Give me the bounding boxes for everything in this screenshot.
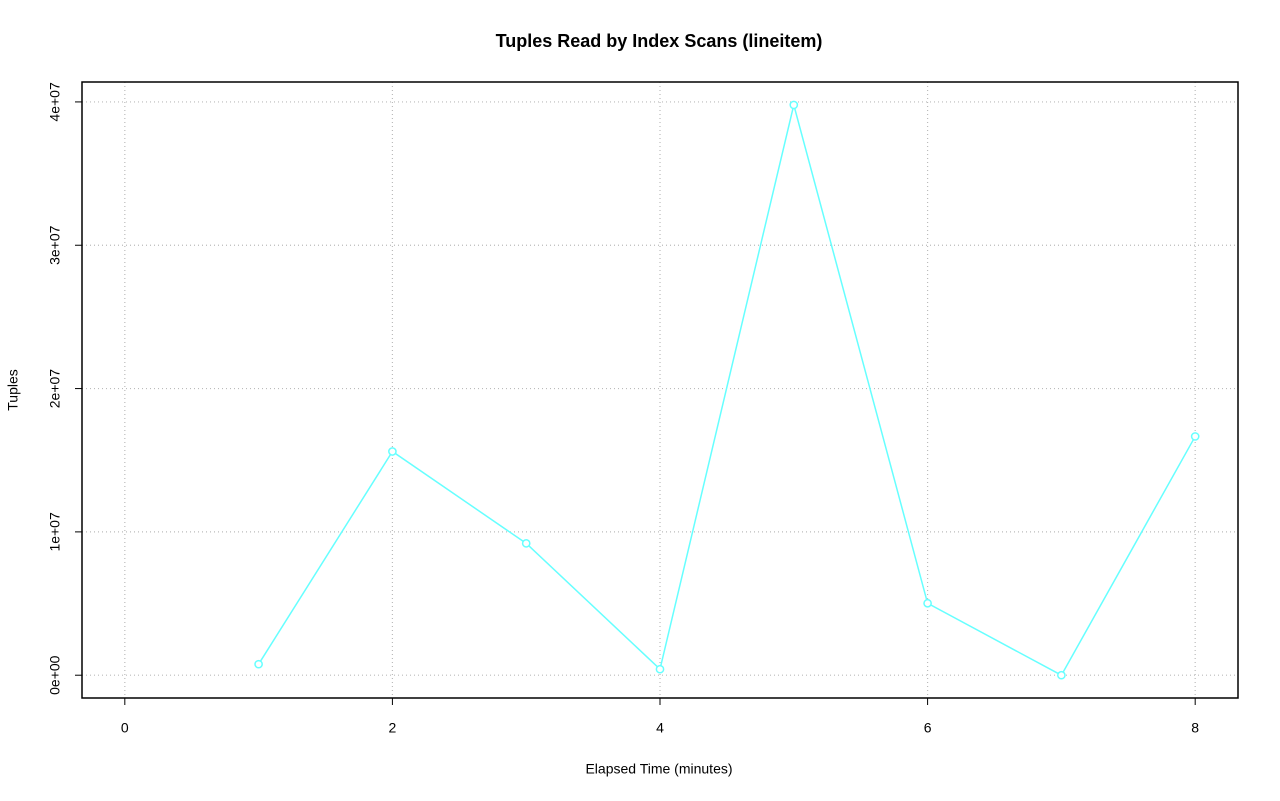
x-tick-label: 2 [389,720,397,736]
y-tick-label: 1e+07 [47,512,63,552]
x-tick-label: 6 [924,720,932,736]
y-tick-label: 0e+00 [47,655,63,695]
chart-title: Tuples Read by Index Scans (lineitem) [496,31,823,51]
y-tick-label: 2e+07 [47,369,63,409]
y-tick-label: 4e+07 [47,82,63,122]
data-point [1057,670,1066,680]
x-tick-label: 0 [121,720,129,736]
data-point [388,447,397,456]
data-point [923,598,932,608]
data-point [1190,432,1200,441]
x-tick-label: 4 [656,720,664,736]
data-point [655,664,665,674]
plot-frame [81,81,1239,699]
x-axis-label: Elapsed Time (minutes) [585,761,732,777]
y-tick-label: 3e+07 [47,225,63,265]
data-point [521,539,531,548]
x-tick-label: 8 [1191,720,1199,736]
data-point [254,659,263,669]
data-point [789,100,799,110]
data-line [257,104,1196,677]
y-axis-label: Tuples [5,369,21,411]
